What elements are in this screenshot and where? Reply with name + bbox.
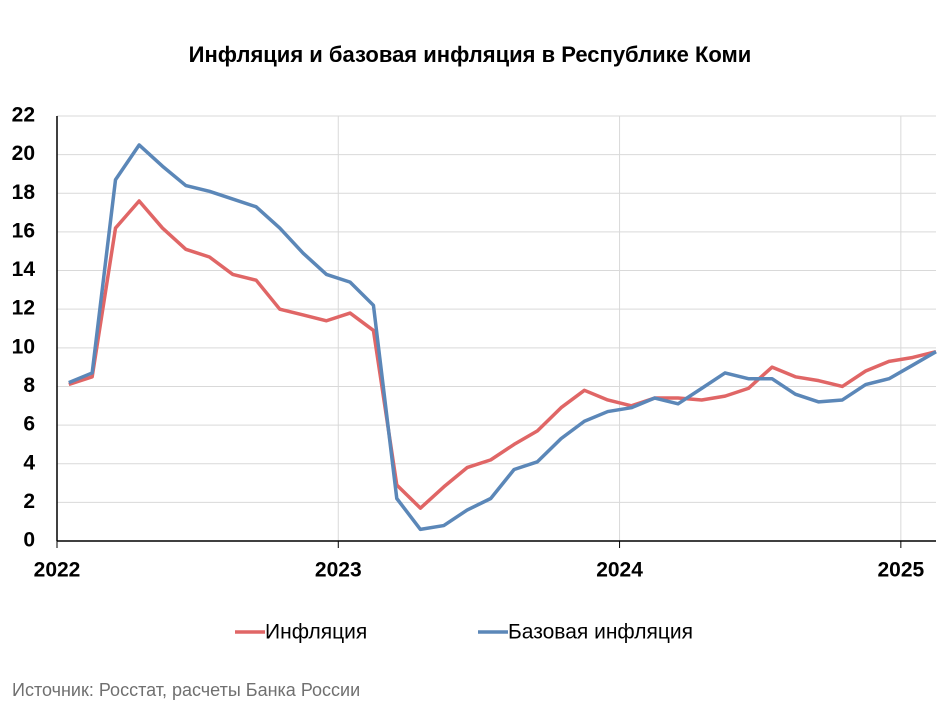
y-tick-label: 16 bbox=[12, 219, 35, 242]
y-tick-label: 22 bbox=[12, 104, 35, 127]
y-tick-label: 6 bbox=[23, 413, 35, 436]
x-tick-label: 2024 bbox=[596, 559, 643, 582]
y-tick-label: 10 bbox=[12, 335, 35, 358]
chart-title: Инфляция и базовая инфляция в Республике… bbox=[189, 42, 752, 67]
y-tick-label: 18 bbox=[12, 181, 36, 204]
legend-label: Базовая инфляция bbox=[508, 621, 693, 644]
y-tick-label: 0 bbox=[23, 529, 35, 552]
y-tick-label: 20 bbox=[12, 142, 35, 165]
y-tick-label: 12 bbox=[12, 297, 35, 320]
source-note: Источник: Росстат, расчеты Банка России bbox=[12, 680, 360, 700]
x-tick-label: 2023 bbox=[315, 559, 362, 582]
y-tick-label: 8 bbox=[23, 374, 35, 397]
y-tick-label: 2 bbox=[23, 490, 35, 513]
legend-label: Инфляция bbox=[265, 621, 367, 644]
y-tick-label: 4 bbox=[23, 451, 35, 474]
series-line bbox=[68, 199, 937, 510]
x-tick-label: 2025 bbox=[877, 559, 924, 582]
y-tick-label: 14 bbox=[12, 258, 36, 281]
series-line bbox=[68, 143, 937, 532]
x-tick-label: 2022 bbox=[34, 559, 81, 582]
